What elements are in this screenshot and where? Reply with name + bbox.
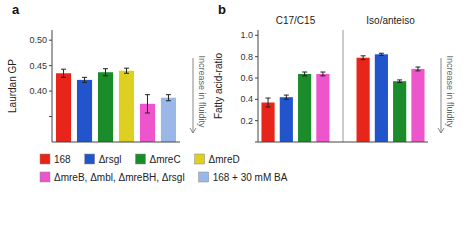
legend-item: Δrsgl (85, 154, 122, 165)
legend-label: 168 + 30 mM BA (213, 172, 288, 183)
error-bar (284, 95, 289, 99)
x-axis-line (258, 142, 428, 143)
y-tick-label: 0.50 (29, 35, 47, 45)
group-divider (343, 30, 344, 142)
bar (375, 54, 388, 142)
bar (56, 73, 71, 142)
y-tick (255, 56, 258, 57)
y-tick-label: 0.2 (240, 116, 253, 126)
legend-swatch (135, 154, 145, 164)
legend-item: 168 (40, 154, 71, 165)
y-axis-label: Fatty acid-ratio (213, 52, 224, 119)
error-bar (361, 56, 366, 60)
bar (98, 72, 113, 142)
error-bar (61, 69, 66, 77)
y-axis-label: Laurdan GP (7, 59, 18, 113)
legend-swatch (40, 172, 50, 182)
legend: 168 Δrsgl ΔmreC ΔmreD ΔmreB, Δmbl, ΔmreBH, Δ… (40, 154, 288, 183)
y-tick (49, 40, 52, 41)
bar (161, 98, 176, 142)
error-bar (379, 53, 384, 55)
error-bar (145, 95, 150, 113)
legend-label: ΔmreB, Δmbl, ΔmreBH, Δrsgl (54, 172, 185, 183)
arrow (190, 58, 196, 133)
panel: 0.40 0.45 0.50 Laurdan GP a Increase in fluid… (7, 2, 207, 142)
y-tick (255, 99, 258, 100)
y-tick-label: 0.4 (240, 94, 253, 104)
legend-label: ΔmreD (209, 154, 240, 165)
error-bar (266, 98, 271, 107)
x-axis-line (52, 142, 180, 143)
error-bar (302, 72, 307, 76)
arrow (438, 58, 444, 133)
error-bar (397, 80, 402, 83)
bar (77, 80, 92, 142)
error-bar (166, 95, 171, 101)
panel-label: a (12, 2, 20, 17)
y-tick (49, 65, 52, 66)
y-tick (255, 142, 258, 143)
error-bar (124, 68, 129, 73)
bar (119, 71, 134, 142)
legend-label: ΔmreC (149, 154, 180, 165)
bar (298, 74, 311, 142)
y-tick (255, 120, 258, 121)
error-bar (103, 69, 108, 76)
error-bar (415, 67, 420, 71)
annotation: Increase in fluidity (197, 56, 207, 129)
bar (261, 103, 274, 142)
panel-label: b (218, 2, 226, 17)
y-tick-label: 0.8 (240, 52, 253, 62)
error-bar (320, 72, 325, 76)
y-tick-label: 1.0 (240, 30, 253, 40)
legend-label: Δrsgl (99, 154, 122, 165)
group-title: Iso/anteiso (366, 15, 415, 26)
bar (316, 74, 329, 142)
y-tick-label: 0.40 (29, 86, 47, 96)
legend-item: ΔmreC (135, 154, 180, 165)
y-tick-label: 0.45 (29, 61, 47, 71)
y-tick (49, 91, 52, 92)
plot-area (261, 30, 424, 142)
y-tick-label: 0.6 (240, 73, 253, 83)
legend-swatch (199, 172, 209, 182)
legend-item: ΔmreD (195, 154, 240, 165)
y-tick (49, 116, 52, 117)
y-axis-line (52, 30, 53, 142)
bar (357, 58, 370, 142)
legend-swatch (195, 154, 205, 164)
bar (393, 81, 406, 142)
y-tick (255, 78, 258, 79)
legend-swatch (85, 154, 95, 164)
bar (411, 69, 424, 142)
group-title: C17/C15 (276, 15, 316, 26)
y-axis-line (258, 30, 259, 142)
y-tick (255, 35, 258, 36)
bar (280, 97, 293, 142)
plot-area (56, 68, 176, 142)
panel: 0.2 0.4 0.6 0.8 1.0 C17/C15 Iso/anteiso Fatty a… (213, 2, 455, 142)
annotation: Increase in fluidity (445, 56, 455, 129)
legend-swatch (40, 154, 50, 164)
legend-label: 168 (54, 154, 71, 165)
legend-item: 168 + 30 mM BA (199, 172, 288, 183)
error-bar (82, 77, 87, 82)
legend-item: ΔmreB, Δmbl, ΔmreBH, Δrsgl (40, 172, 185, 183)
